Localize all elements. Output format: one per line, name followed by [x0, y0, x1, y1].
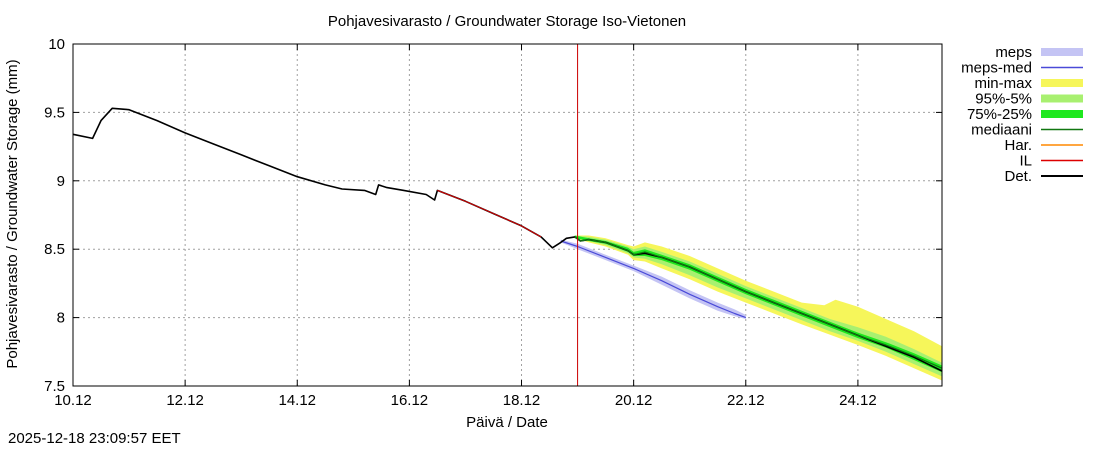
grid: [73, 44, 942, 386]
x-tick-label: 12.12: [166, 392, 204, 409]
legend-label-meps_med: meps-med: [961, 60, 1032, 77]
legend-label-det: Det.: [1004, 168, 1032, 185]
lines: [72, 44, 943, 386]
x-tick-label: 16.12: [391, 392, 429, 409]
y-axis-label: Pohjavesivarasto / Groundwater Storage (…: [4, 59, 21, 368]
plot-frame: [72, 43, 943, 387]
axes: 7.5 8 8.5 9 9.5 10 10.12 12.12 14.12 16.12 18.12 20…: [44, 36, 943, 409]
legend-label-p75_25: 75%-25%: [967, 106, 1032, 123]
legend-swatch-meps: [1041, 48, 1083, 56]
y-tick-label: 8.5: [44, 241, 65, 258]
legend-swatch-p95_5: [1041, 94, 1083, 103]
legend-label-mediaani: mediaani: [971, 122, 1032, 139]
legend-label-har: Har.: [1004, 137, 1032, 154]
y-tick-label: 7.5: [44, 378, 65, 395]
legend-swatch-minmax: [1041, 79, 1083, 87]
timestamp: 2025-12-18 23:09:57 EET: [8, 430, 181, 447]
y-tick-label: 9: [57, 173, 65, 190]
legend-swatch-p75_25: [1041, 110, 1083, 118]
x-tick-label: 22.12: [727, 392, 765, 409]
x-tick-label: 10.12: [54, 392, 92, 409]
x-tick-label: 14.12: [278, 392, 316, 409]
series-il: [437, 189, 542, 238]
x-tick-label: 24.12: [839, 392, 877, 409]
legend-label-minmax: min-max: [974, 75, 1032, 92]
y-tick-label: 8: [57, 310, 65, 327]
legend-label-meps: meps: [995, 44, 1032, 61]
x-tick-label: 20.12: [615, 392, 653, 409]
x-tick-label: 18.12: [503, 392, 541, 409]
series-meps-med: [560, 240, 747, 319]
legend-label-p95_5: 95%-5%: [975, 91, 1032, 108]
x-axis-label: Päivä / Date: [466, 414, 548, 431]
y-tick-label: 9.5: [44, 104, 65, 121]
y-tick-label: 10: [48, 36, 65, 53]
legend: mepsmeps-medmin-max95%-5%75%-25%mediaani…: [961, 44, 1083, 185]
chart-title: Pohjavesivarasto / Groundwater Storage I…: [328, 13, 686, 30]
series-mediaani: [574, 236, 943, 369]
legend-label-il: IL: [1019, 153, 1032, 170]
